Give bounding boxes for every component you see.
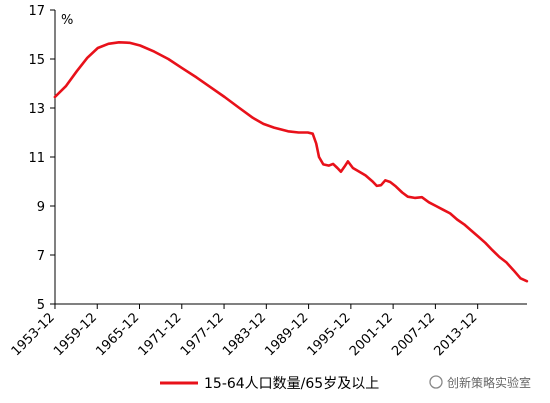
x-tick-label: 1953-12 xyxy=(9,310,58,359)
x-tick-label: 2013-12 xyxy=(431,310,480,359)
y-tick-label: 11 xyxy=(28,151,45,166)
x-tick-label: 1977-12 xyxy=(178,310,227,359)
y-tick-label: 15 xyxy=(28,53,45,68)
y-tick-label: 13 xyxy=(28,102,45,117)
y-tick-label: 9 xyxy=(37,200,45,215)
y-axis: 5 7 9 11 13 15 17 % xyxy=(28,4,73,313)
series-line xyxy=(53,40,529,283)
y-tick-label: 17 xyxy=(28,4,45,19)
x-tick-label: 1971-12 xyxy=(136,310,185,359)
x-tick-group: 1953-121959-121965-121971-121977-121983-… xyxy=(9,304,480,359)
x-axis: 1953-121959-121965-121971-121977-121983-… xyxy=(9,303,527,359)
legend: 15-64人口数量/65岁及以上 xyxy=(160,376,379,392)
y-tick-label: 5 xyxy=(37,298,45,313)
legend-label: 15-64人口数量/65岁及以上 xyxy=(204,376,379,392)
watermark-text: 创新策略实验室 xyxy=(447,375,531,390)
x-tick-label: 1989-12 xyxy=(262,310,311,359)
x-tick-label: 2001-12 xyxy=(347,310,396,359)
x-tick-label: 1959-12 xyxy=(51,310,100,359)
y-tick-label: 7 xyxy=(37,249,45,264)
wechat-icon xyxy=(429,375,443,389)
x-tick-label: 1983-12 xyxy=(220,310,269,359)
y-tick-group: 5 7 9 11 13 15 17 xyxy=(28,4,55,313)
y-axis-unit-label: % xyxy=(61,13,73,28)
watermark: 创新策略实验室 xyxy=(429,375,531,390)
x-tick-label: 1965-12 xyxy=(93,310,142,359)
series-layer xyxy=(53,40,529,283)
x-tick-label: 2007-12 xyxy=(389,310,438,359)
x-tick-label: 1995-12 xyxy=(305,310,354,359)
